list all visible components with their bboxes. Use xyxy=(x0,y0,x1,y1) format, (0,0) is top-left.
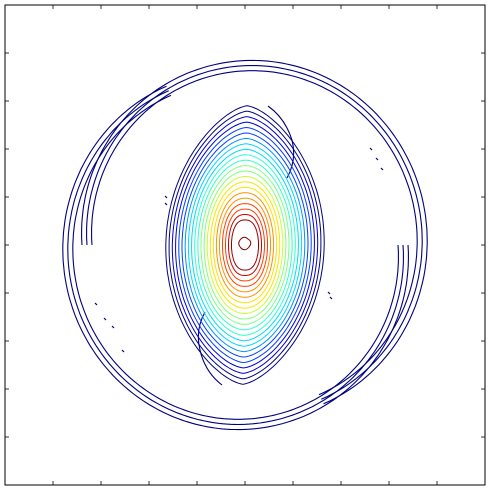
contour-fragment xyxy=(375,157,379,161)
core-contour xyxy=(181,132,309,358)
core-contour xyxy=(197,159,293,331)
core-contour xyxy=(175,121,315,369)
contour-fragment xyxy=(329,296,333,300)
contour-fragments xyxy=(94,147,384,353)
spiral-arm-contour xyxy=(86,64,423,400)
contour-fragment xyxy=(327,291,331,295)
core-contour xyxy=(206,176,284,314)
core-contour xyxy=(168,110,322,380)
contour-fragment xyxy=(164,202,168,206)
spiral-arm-contour xyxy=(81,59,428,405)
spiral-arm-contour xyxy=(91,70,418,396)
contour-fragment xyxy=(111,325,115,329)
contour-fragment xyxy=(94,302,98,306)
plot-frame xyxy=(4,4,486,486)
core-contour xyxy=(219,197,271,293)
contour-fragment xyxy=(103,317,107,321)
core-contour xyxy=(178,126,312,364)
core-contours xyxy=(165,105,325,385)
core-contour xyxy=(165,105,325,385)
core-contour xyxy=(194,154,296,336)
core-contour xyxy=(209,181,281,309)
center-contour xyxy=(238,236,252,251)
core-contour xyxy=(215,192,275,298)
contour-fragment xyxy=(164,195,168,199)
core-contour xyxy=(184,137,306,353)
axis-ticks xyxy=(5,5,485,485)
core-contour xyxy=(212,186,278,304)
contour-fragment xyxy=(121,349,125,353)
core-contour xyxy=(171,116,319,374)
core-contour xyxy=(191,148,299,342)
contour-fragment xyxy=(369,147,373,151)
spiral-arm-contour xyxy=(67,90,404,426)
core-contour xyxy=(231,219,259,271)
contour-fragment xyxy=(380,167,384,171)
core-contour xyxy=(200,165,290,325)
core-contour xyxy=(225,208,265,282)
spiral-arms xyxy=(62,59,428,431)
spiral-arm-contour xyxy=(62,85,409,431)
hook-bottom xyxy=(197,311,223,386)
core-contour xyxy=(222,203,268,287)
core-contour xyxy=(203,170,287,320)
core-contour xyxy=(228,214,262,276)
spiral-arm-contour xyxy=(72,94,399,420)
core-contour xyxy=(187,143,303,347)
